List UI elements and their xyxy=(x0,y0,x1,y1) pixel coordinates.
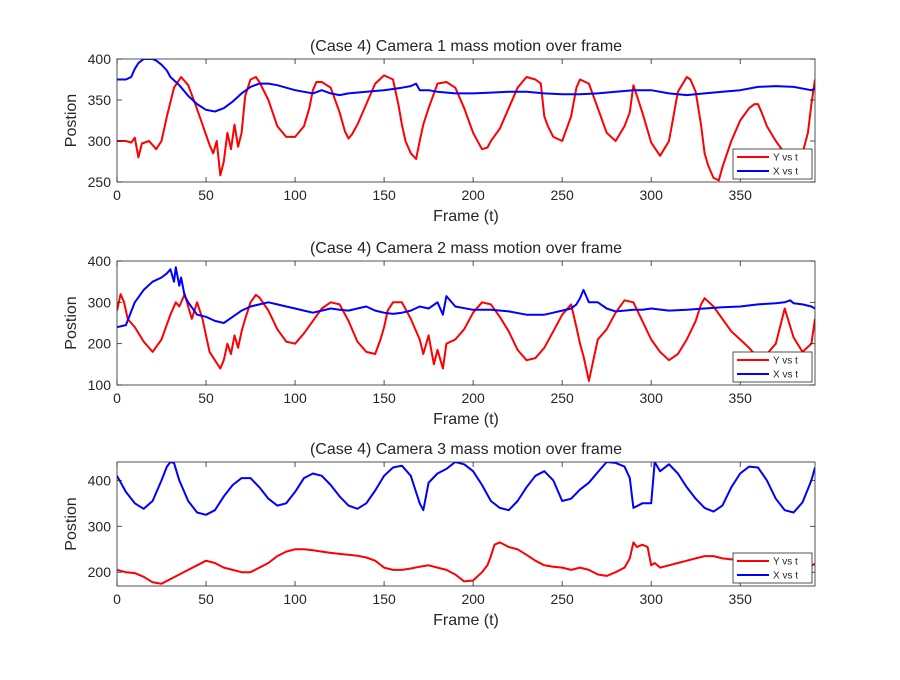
x-tick-label: 200 xyxy=(461,591,485,607)
plot-area xyxy=(117,462,815,586)
series-line-y xyxy=(117,541,815,585)
x-axis-label: Frame (t) xyxy=(433,612,499,629)
x-tick-label: 150 xyxy=(372,390,396,406)
series-line-x xyxy=(117,266,815,329)
x-tick-label: 150 xyxy=(372,591,396,607)
x-tick-label: 200 xyxy=(461,187,485,203)
subplot-1: 0 50 100 150 200 250 300 350 250 300 350 400 (Case 4… xyxy=(63,38,816,225)
x-tick-label: 350 xyxy=(729,187,753,203)
x-tick-label: 250 xyxy=(550,187,574,203)
plot-area xyxy=(117,59,815,182)
x-tick-label: 200 xyxy=(461,390,485,406)
y-tick-label: 300 xyxy=(88,294,112,310)
x-tick-label: 250 xyxy=(550,591,574,607)
legend-label-x: X vs t xyxy=(773,571,798,582)
x-tick-label: 0 xyxy=(113,390,121,406)
axes-box xyxy=(116,461,816,587)
x-axis-label: Frame (t) xyxy=(433,411,499,428)
chart-title: (Case 4) Camera 3 mass motion over frame xyxy=(310,441,622,458)
axes-box xyxy=(116,260,816,386)
chart-title: (Case 4) Camera 2 mass motion over frame xyxy=(310,240,622,257)
subplot-2: 0 50 100 150 200 250 300 350 100 200 300 400 (Case 4… xyxy=(63,240,816,428)
y-tick-label: 200 xyxy=(88,336,112,352)
legend: Y vs t X vs t xyxy=(732,148,813,180)
x-axis-label: Frame (t) xyxy=(433,208,499,225)
legend-label-y: Y vs t xyxy=(773,557,798,568)
y-axis-label: Postion xyxy=(63,497,80,550)
legend-label-x: X vs t xyxy=(773,167,798,178)
y-tick-label: 400 xyxy=(88,253,112,269)
series-line-x xyxy=(117,462,815,516)
x-tick-label: 300 xyxy=(640,591,664,607)
y-tick-label: 300 xyxy=(88,133,112,149)
series-line-x xyxy=(117,59,815,113)
x-tick-label: 150 xyxy=(372,187,396,203)
y-tick-label: 400 xyxy=(88,51,112,67)
y-tick-label: 300 xyxy=(88,518,112,534)
x-tick-label: 50 xyxy=(198,591,214,607)
legend-label-y: Y vs t xyxy=(773,153,798,164)
subplot-3: 0 50 100 150 200 250 300 350 200 300 400 (Case 4) C… xyxy=(63,441,816,629)
y-tick-label: 100 xyxy=(88,377,112,393)
x-tick-label: 300 xyxy=(640,187,664,203)
x-tick-label: 350 xyxy=(729,390,753,406)
series-line-y xyxy=(117,74,815,182)
legend-box xyxy=(732,148,813,180)
chart-title: (Case 4) Camera 1 mass motion over frame xyxy=(310,38,622,55)
legend: Y vs t X vs t xyxy=(732,351,813,383)
y-axis-label: Postion xyxy=(63,94,80,147)
plot-area xyxy=(117,261,815,385)
legend-box xyxy=(732,351,813,383)
x-tick-label: 50 xyxy=(198,390,214,406)
legend-label-y: Y vs t xyxy=(773,356,798,367)
x-tick-label: 100 xyxy=(283,591,307,607)
x-tick-label: 350 xyxy=(729,591,753,607)
y-tick-label: 400 xyxy=(88,472,112,488)
x-tick-label: 300 xyxy=(640,390,664,406)
y-tick-label: 250 xyxy=(88,174,112,190)
x-tick-label: 0 xyxy=(113,591,121,607)
x-tick-label: 100 xyxy=(283,390,307,406)
legend-box xyxy=(732,552,813,584)
x-tick-label: 250 xyxy=(550,390,574,406)
y-axis-label: Postion xyxy=(63,296,80,349)
x-tick-label: 50 xyxy=(198,187,214,203)
axes-box xyxy=(116,58,816,183)
legend-label-x: X vs t xyxy=(773,370,798,381)
y-tick-label: 350 xyxy=(88,92,112,108)
x-tick-label: 0 xyxy=(113,187,121,203)
legend: Y vs t X vs t xyxy=(732,552,813,584)
y-tick-label: 200 xyxy=(88,564,112,580)
x-tick-label: 100 xyxy=(283,187,307,203)
series-line-y xyxy=(117,293,815,382)
